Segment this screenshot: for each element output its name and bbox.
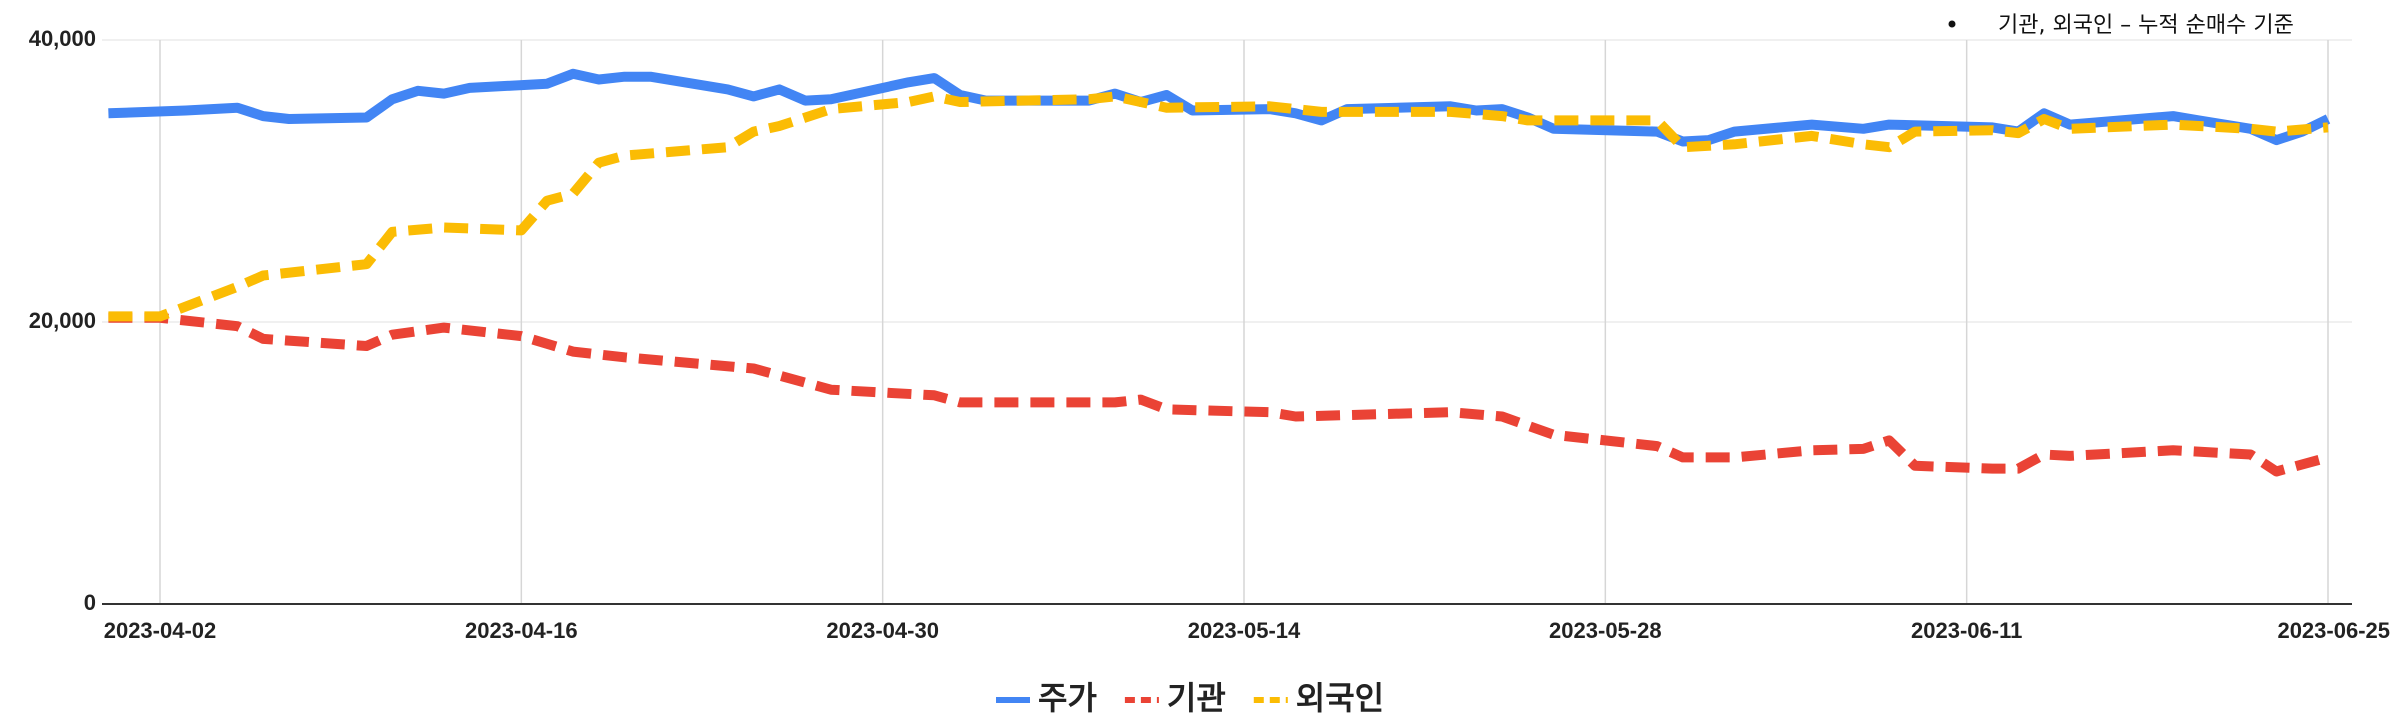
legend-label: 주가 [1038, 679, 1097, 717]
x-tick-label: 2023-06-11 [1911, 618, 2022, 643]
y-tick-label: 40,000 [29, 26, 96, 51]
series-lines [108, 74, 2328, 472]
x-tick-label: 2023-04-30 [826, 618, 939, 643]
legend-label: 기관 [1167, 679, 1226, 717]
note-text: 기관, 외국인 – 누적 순매수 기준 [1998, 13, 2294, 38]
x-tick-label: 2023-04-16 [465, 618, 578, 643]
x-tick-label: 2023-04-02 [104, 618, 217, 643]
note-bullet [1949, 21, 1956, 28]
legend: 주가 기관 외국인 [996, 679, 1384, 717]
legend-label: 외국인 [1296, 679, 1384, 717]
y-tick-label: 20,000 [29, 308, 96, 333]
series-line-기관 [108, 318, 2328, 472]
y-tick-label: 0 [84, 590, 96, 615]
x-tick-label: 2023-05-14 [1188, 618, 1301, 643]
x-tick-label: 2023-05-28 [1549, 618, 1662, 643]
grid-lines [102, 40, 2352, 604]
x-tick-label: 2023-06-25 [2277, 618, 2390, 643]
chart-note: 기관, 외국인 – 누적 순매수 기준 [1949, 13, 2294, 38]
